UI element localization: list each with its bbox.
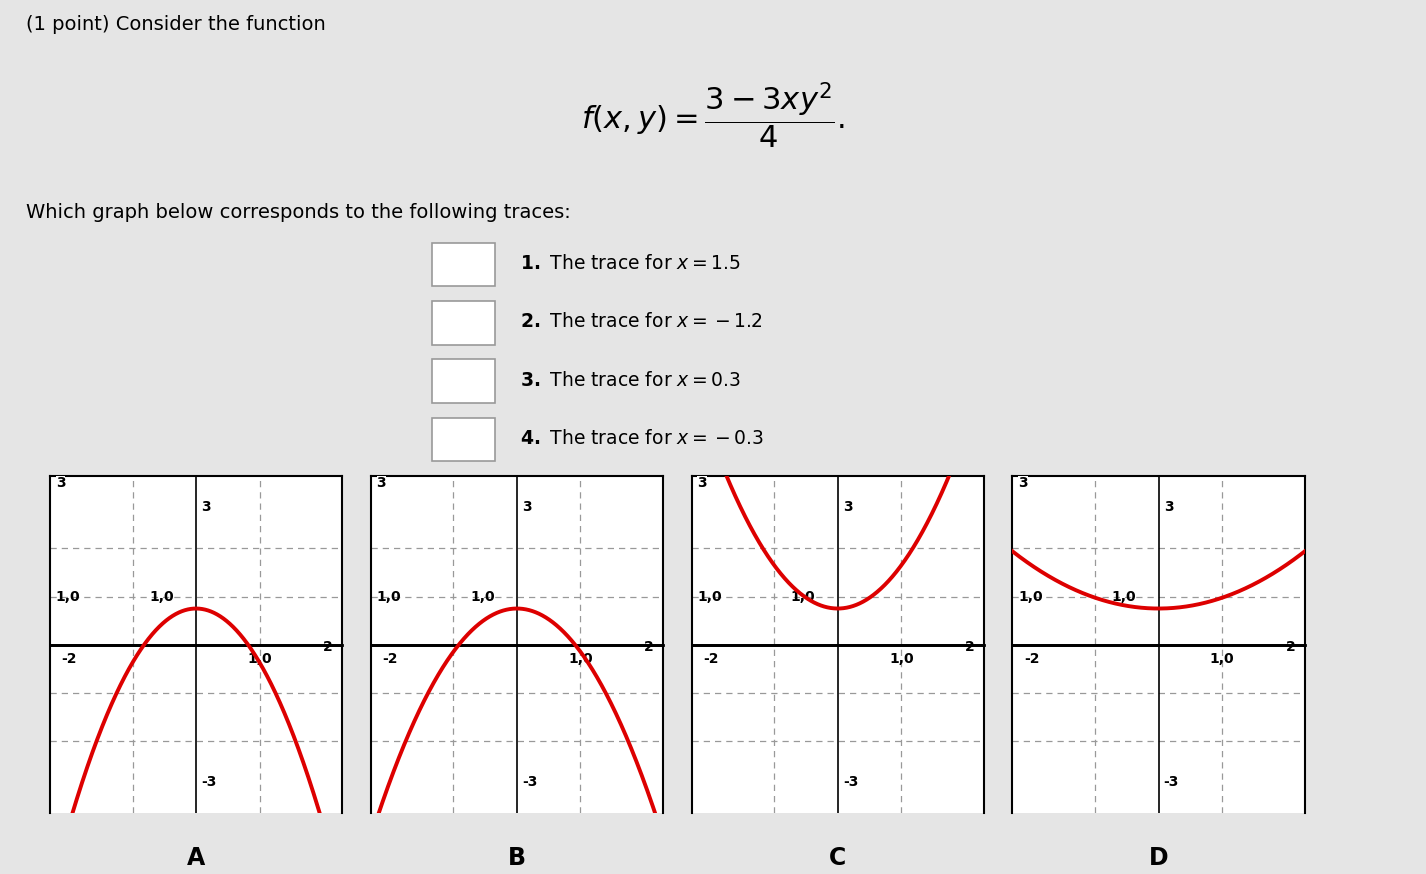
Text: 1,0: 1,0 xyxy=(568,652,593,666)
FancyBboxPatch shape xyxy=(432,243,495,287)
Text: 1,0: 1,0 xyxy=(1018,589,1042,604)
Text: -3: -3 xyxy=(201,774,217,788)
Text: -2: -2 xyxy=(61,652,77,666)
Text: C: C xyxy=(829,846,847,871)
Text: 3: 3 xyxy=(1018,476,1028,490)
Text: 3: 3 xyxy=(1164,500,1174,515)
Text: (1 point) Consider the function: (1 point) Consider the function xyxy=(26,15,325,34)
Text: A: A xyxy=(187,846,205,871)
FancyBboxPatch shape xyxy=(432,359,495,403)
Text: 1,0: 1,0 xyxy=(791,589,816,604)
Text: 3: 3 xyxy=(56,476,66,490)
Text: 3: 3 xyxy=(201,500,211,515)
Text: 3: 3 xyxy=(843,500,853,515)
Text: -2: -2 xyxy=(703,652,719,666)
Text: 2: 2 xyxy=(645,640,653,654)
Text: $\mathbf{3.}$ The trace for $x = 0.3$: $\mathbf{3.}$ The trace for $x = 0.3$ xyxy=(520,371,742,390)
Text: 3: 3 xyxy=(697,476,707,490)
FancyBboxPatch shape xyxy=(432,418,495,461)
Text: Which graph below corresponds to the following traces:: Which graph below corresponds to the fol… xyxy=(26,203,570,222)
Text: D: D xyxy=(1149,846,1168,871)
Text: 1,0: 1,0 xyxy=(1112,589,1137,604)
Text: -3: -3 xyxy=(1164,774,1179,788)
Text: -3: -3 xyxy=(843,774,858,788)
Text: 1,0: 1,0 xyxy=(1209,652,1235,666)
Text: B: B xyxy=(508,846,526,871)
Text: 3: 3 xyxy=(376,476,386,490)
Text: -2: -2 xyxy=(1024,652,1040,666)
Text: 2: 2 xyxy=(965,640,974,654)
Text: $\mathbf{1.}$ The trace for $x = 1.5$: $\mathbf{1.}$ The trace for $x = 1.5$ xyxy=(520,254,742,273)
Text: -3: -3 xyxy=(522,774,538,788)
Text: 1,0: 1,0 xyxy=(888,652,914,666)
Text: 2: 2 xyxy=(324,640,332,654)
Text: 1,0: 1,0 xyxy=(247,652,272,666)
Text: 1,0: 1,0 xyxy=(150,589,174,604)
Text: 1,0: 1,0 xyxy=(376,589,401,604)
FancyBboxPatch shape xyxy=(432,302,495,344)
Text: 2: 2 xyxy=(1286,640,1295,654)
Text: 1,0: 1,0 xyxy=(56,589,80,604)
Text: 1,0: 1,0 xyxy=(471,589,495,604)
Text: 3: 3 xyxy=(522,500,532,515)
Text: $\mathbf{4.}$ The trace for $x = -0.3$: $\mathbf{4.}$ The trace for $x = -0.3$ xyxy=(520,429,764,448)
Text: $\mathbf{2.}$ The trace for $x = -1.2$: $\mathbf{2.}$ The trace for $x = -1.2$ xyxy=(520,312,763,331)
Text: 1,0: 1,0 xyxy=(697,589,722,604)
Text: $\mathit{f}(x, y) = \dfrac{3 - 3xy^2}{4}.$: $\mathit{f}(x, y) = \dfrac{3 - 3xy^2}{4}… xyxy=(580,81,846,151)
Text: -2: -2 xyxy=(382,652,398,666)
